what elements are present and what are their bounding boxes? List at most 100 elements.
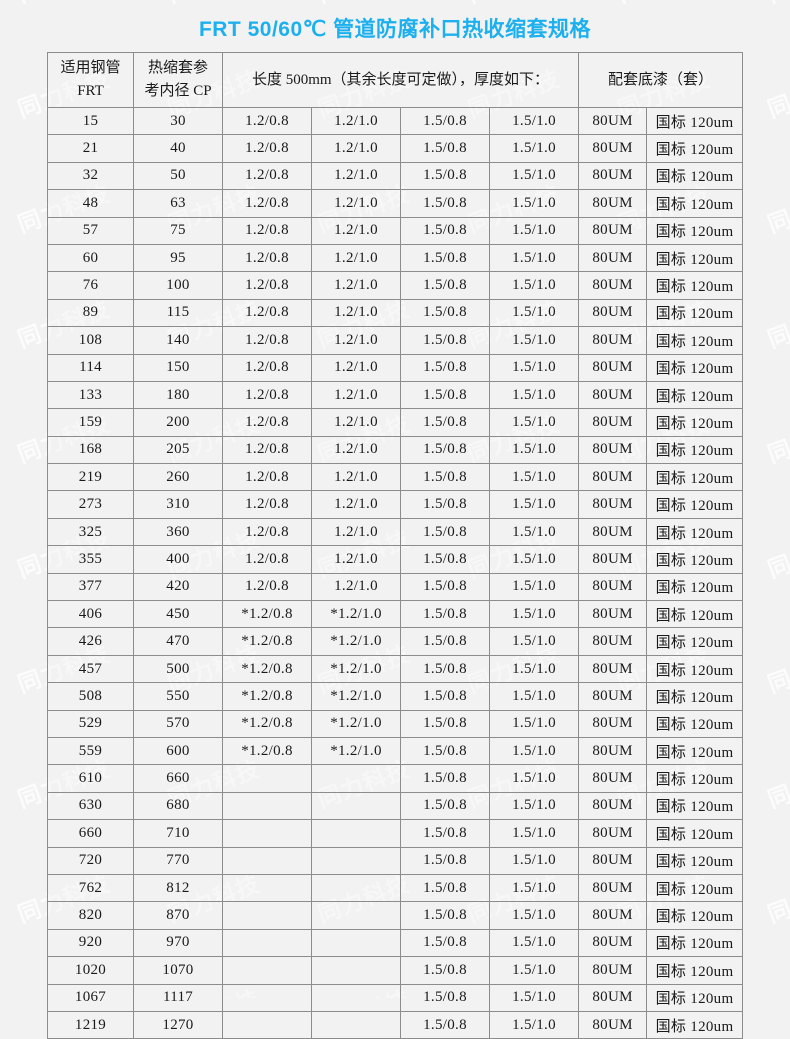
cell-frt: 32	[47, 161, 134, 191]
cell-t3: 1.5/0.8	[400, 791, 490, 821]
cell-primer2: 国标 120um	[646, 846, 744, 875]
table-row: 108 140 1.2/0.8 1.2/1.0 1.5/0.8 1.5/1.0 80UM 国标…	[47, 326, 744, 355]
cell-cp: 400	[133, 545, 223, 574]
cell-t2: 1.2/1.0	[311, 243, 401, 273]
cell-cp: 550	[133, 682, 223, 711]
cell-frt: 48	[47, 189, 134, 218]
cell-t3: 1.5/0.8	[400, 572, 490, 602]
cell-t4: 1.5/1.0	[488, 846, 580, 875]
cell-t2: 1.2/1.0	[311, 161, 401, 191]
cell-primer1: 80UM	[578, 572, 648, 602]
cell-t1: 1.2/0.8	[222, 490, 312, 519]
cell-t4: 1.5/1.0	[488, 463, 580, 492]
cell-t4: 1.5/1.0	[488, 600, 580, 629]
header-row: 适用钢管 FRT 热缩套参 考内径 CP 长度 500mm（其余长度可定做），厚…	[47, 52, 744, 108]
cell-cp: 260	[133, 463, 223, 492]
cell-t4: 1.5/1.0	[488, 736, 580, 766]
cell-frt: 660	[47, 819, 134, 848]
cell-primer2: 国标 120um	[646, 271, 744, 300]
cell-cp: 115	[133, 298, 223, 328]
page-title: FRT 50/60℃ 管道防腐补口热收缩套规格	[198, 18, 592, 41]
cell-primer1: 80UM	[578, 189, 648, 218]
cell-t4: 1.5/1.0	[488, 298, 580, 328]
table-row: 32 50 1.2/0.8 1.2/1.0 1.5/0.8 1.5/1.0 80UM 国标 1…	[47, 161, 744, 191]
table-row: 325 360 1.2/0.8 1.2/1.0 1.5/0.8 1.5/1.0 80UM 国标…	[47, 517, 744, 547]
cell-t1	[222, 1010, 312, 1039]
cell-cp: 420	[133, 572, 223, 602]
cell-primer2: 国标 120um	[646, 600, 744, 629]
cell-cp: 710	[133, 819, 223, 848]
header-cell-primer-group: 配套底漆（套）	[578, 52, 744, 108]
table-row: 89 115 1.2/0.8 1.2/1.0 1.5/0.8 1.5/1.0 80UM 国标 …	[47, 298, 744, 328]
cell-primer2: 国标 120um	[646, 216, 744, 245]
cell-frt: 108	[47, 326, 134, 355]
cell-primer1: 80UM	[578, 106, 648, 136]
cell-t1	[222, 791, 312, 821]
cell-primer2: 国标 120um	[646, 463, 744, 492]
cell-t3: 1.5/0.8	[400, 243, 490, 273]
cell-primer2: 国标 120um	[646, 380, 744, 410]
cell-t1: 1.2/0.8	[222, 106, 312, 136]
cell-primer2: 国标 120um	[646, 736, 744, 766]
cell-t4: 1.5/1.0	[488, 928, 580, 958]
cell-primer1: 80UM	[578, 517, 648, 547]
cell-primer2: 国标 120um	[646, 408, 744, 437]
cell-t2: *1.2/1.0	[311, 654, 401, 684]
cell-primer1: 80UM	[578, 819, 648, 848]
cell-frt: 219	[47, 463, 134, 492]
cell-primer1: 80UM	[578, 326, 648, 355]
cell-primer2: 国标 120um	[646, 243, 744, 273]
cell-frt: 406	[47, 600, 134, 629]
cell-t3: 1.5/0.8	[400, 956, 490, 985]
table-row: 15 30 1.2/0.8 1.2/1.0 1.5/0.8 1.5/1.0 80UM 国标 1…	[47, 106, 744, 136]
cell-primer2: 国标 120um	[646, 764, 744, 793]
cell-cp: 1270	[133, 1010, 223, 1039]
cell-primer1: 80UM	[578, 435, 648, 465]
cell-primer2: 国标 120um	[646, 901, 744, 930]
cell-cp: 100	[133, 271, 223, 300]
header-frt-line1: 适用钢管	[60, 60, 121, 76]
cell-t4: 1.5/1.0	[488, 134, 580, 163]
cell-t2: 1.2/1.0	[311, 463, 401, 492]
cell-t2: *1.2/1.0	[311, 709, 401, 738]
cell-t1: *1.2/0.8	[222, 627, 312, 656]
cell-t3: 1.5/0.8	[400, 709, 490, 738]
cell-t1: 1.2/0.8	[222, 134, 312, 163]
cell-t1: 1.2/0.8	[222, 353, 312, 382]
cell-primer1: 80UM	[578, 463, 648, 492]
cell-frt: 529	[47, 709, 134, 738]
cell-t2	[311, 819, 401, 848]
cell-primer1: 80UM	[578, 271, 648, 300]
cell-primer2: 国标 120um	[646, 709, 744, 738]
cell-primer2: 国标 120um	[646, 353, 744, 382]
cell-t4: 1.5/1.0	[488, 956, 580, 985]
cell-t4: 1.5/1.0	[488, 654, 580, 684]
cell-primer2: 国标 120um	[646, 517, 744, 547]
cell-t4: 1.5/1.0	[488, 517, 580, 547]
cell-t4: 1.5/1.0	[488, 271, 580, 300]
table-row: 529 570 *1.2/0.8 *1.2/1.0 1.5/0.8 1.5/1.0 80UM…	[47, 709, 744, 738]
cell-t2	[311, 764, 401, 793]
cell-primer1: 80UM	[578, 901, 648, 930]
table-header: 适用钢管 FRT 热缩套参 考内径 CP 长度 500mm（其余长度可定做），厚…	[47, 52, 744, 108]
cell-t3: 1.5/0.8	[400, 545, 490, 574]
cell-t2: *1.2/1.0	[311, 627, 401, 656]
cell-t1: 1.2/0.8	[222, 243, 312, 273]
table-row: 76 100 1.2/0.8 1.2/1.0 1.5/0.8 1.5/1.0 80UM 国标 …	[47, 271, 744, 300]
cell-t1	[222, 928, 312, 958]
cell-t4: 1.5/1.0	[488, 791, 580, 821]
table-row: 48 63 1.2/0.8 1.2/1.0 1.5/0.8 1.5/1.0 80UM 国标 1…	[47, 189, 744, 218]
cell-primer2: 国标 120um	[646, 490, 744, 519]
cell-primer1: 80UM	[578, 134, 648, 163]
cell-primer2: 国标 120um	[646, 435, 744, 465]
cell-primer1: 80UM	[578, 654, 648, 684]
cell-primer1: 80UM	[578, 490, 648, 519]
cell-t2	[311, 956, 401, 985]
cell-t3: 1.5/0.8	[400, 600, 490, 629]
cell-primer2: 国标 120um	[646, 928, 744, 958]
cell-t3: 1.5/0.8	[400, 928, 490, 958]
cell-t3: 1.5/0.8	[400, 846, 490, 875]
cell-cp: 150	[133, 353, 223, 382]
cell-t4: 1.5/1.0	[488, 682, 580, 711]
cell-t3: 1.5/0.8	[400, 161, 490, 191]
